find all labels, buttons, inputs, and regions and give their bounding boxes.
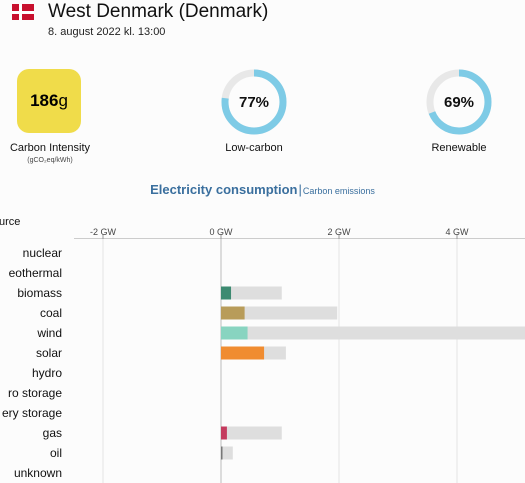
source-label-biomass: biomass: [17, 286, 62, 300]
carbon-intensity-value: 186: [30, 91, 59, 110]
capacity-bar-wind: [221, 326, 525, 340]
zone-flag-icon: [12, 4, 34, 20]
zone-datetime: 8. august 2022 kl. 13:00: [48, 26, 166, 38]
capacity-bar-gas: [221, 426, 282, 440]
carbon-intensity-label: Carbon Intensity: [9, 142, 91, 154]
carbon-intensity-badge: 186 g: [17, 69, 81, 133]
source-label-ro-storage: ro storage: [8, 386, 62, 400]
zone-title: West Denmark (Denmark): [48, 1, 269, 22]
tab-separator: |: [298, 182, 302, 197]
tab-carbon-emissions[interactable]: Carbon emissions: [302, 186, 375, 196]
tick-label--2-GW: -2 GW: [90, 227, 117, 237]
source-label-hydro: hydro: [32, 366, 62, 380]
source-label-oil: oil: [50, 446, 62, 460]
source-label-coal: coal: [40, 306, 62, 320]
renewable-gauge: 69%: [426, 69, 492, 135]
production-bar-oil: [221, 446, 223, 460]
source-label-solar: solar: [36, 346, 62, 360]
source-label-wind: wind: [36, 326, 62, 340]
production-bar-wind: [221, 326, 248, 340]
source-label-gas: gas: [43, 426, 62, 440]
production-bar-coal: [221, 306, 245, 320]
carbon-intensity-unit: g: [58, 91, 68, 110]
production-bar-biomass: [221, 286, 232, 300]
tick-label-0-GW: 0 GW: [209, 227, 233, 237]
production-bar-gas: [221, 426, 227, 440]
capacity-bar-oil: [221, 446, 233, 460]
low-carbon-gauge: 77%: [221, 69, 287, 135]
source-label-unknown: unknown: [14, 466, 62, 480]
tick-label-2-GW: 2 GW: [327, 227, 351, 237]
tick-label-4-GW: 4 GW: [445, 227, 469, 237]
chart-mode-tabs: Electricity consumption|Carbon emissions: [0, 181, 525, 199]
low-carbon-gauge-fill: [221, 69, 287, 135]
renewable-gauge-fill: [426, 69, 492, 135]
source-label-ery-storage: ery storage: [2, 406, 62, 420]
low-carbon-label: Low-carbon: [225, 142, 283, 154]
source-label-nuclear: nuclear: [23, 246, 62, 260]
capacity-bar-biomass: [221, 286, 282, 300]
low-carbon-value: 77%: [238, 93, 270, 111]
production-bar-solar: [221, 346, 265, 360]
source-column-header: urce: [0, 216, 20, 228]
tab-electricity-consumption[interactable]: Electricity consumption: [150, 182, 298, 197]
renewable-label: Renewable: [431, 142, 487, 154]
renewable-value: 69%: [443, 93, 475, 111]
capacity-bar-coal: [221, 306, 338, 320]
electricity-consumption-chart: urce -2 GW 0 GW 2 GW 4 GW nuclear eothermal bio…: [0, 216, 525, 483]
carbon-intensity-sublabel: (gCO₂eq/kWh): [27, 157, 73, 164]
source-label-eothermal: eothermal: [9, 266, 62, 280]
